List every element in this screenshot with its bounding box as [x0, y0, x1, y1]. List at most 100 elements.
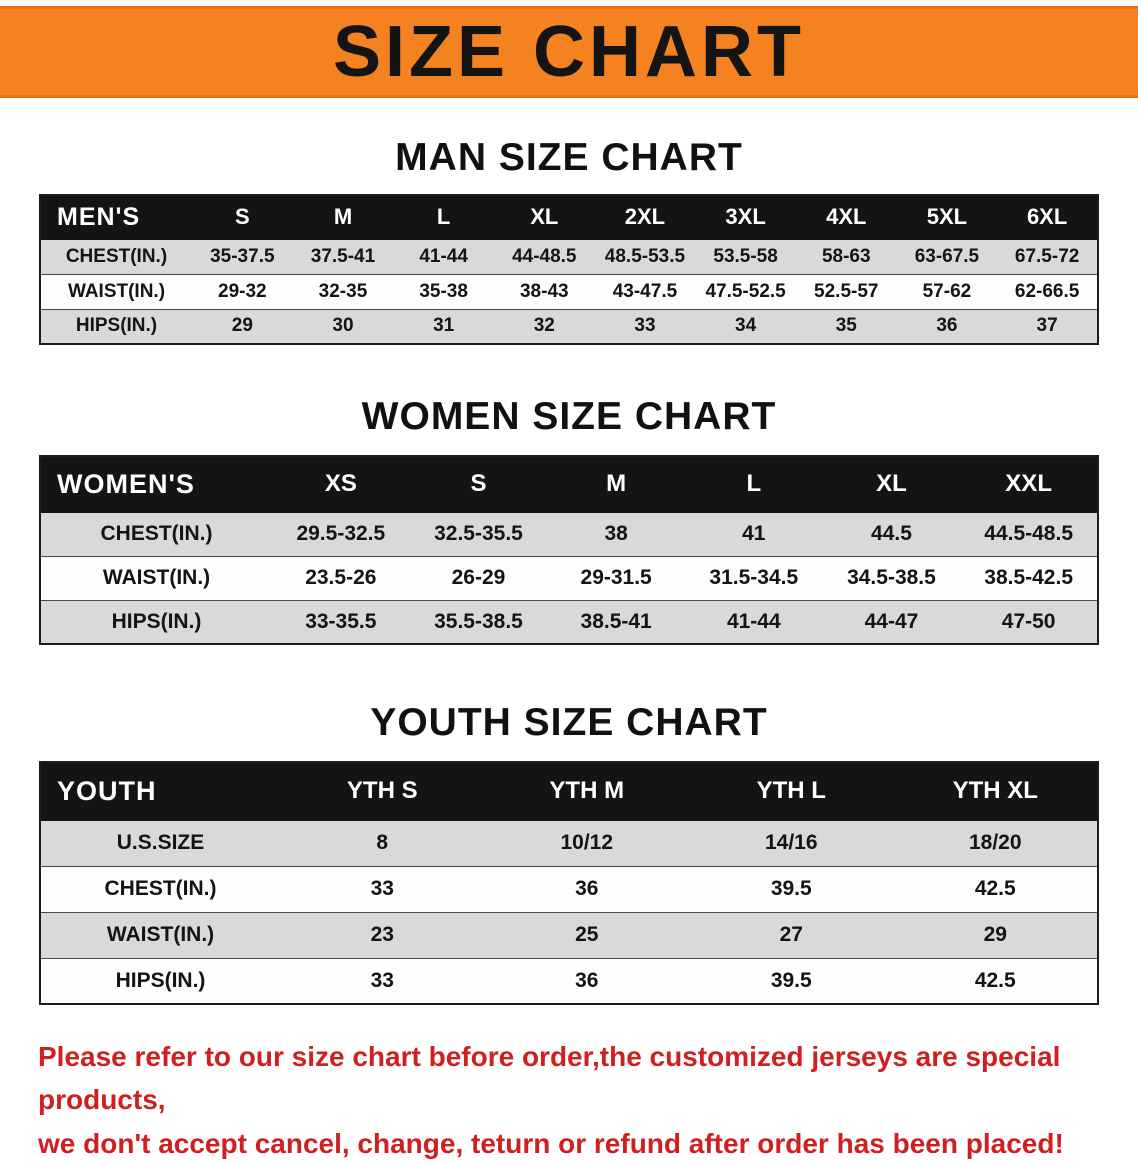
size-value-cell: 29-32 — [192, 273, 293, 310]
row-label-cell: CHEST(IN.) — [40, 511, 272, 557]
size-value-cell: 32.5-35.5 — [409, 511, 548, 557]
size-value-cell: 35 — [795, 308, 897, 345]
size-value-cell: 32 — [493, 308, 595, 345]
women-section-heading: WOMEN SIZE CHART — [361, 395, 777, 438]
size-value-cell: 18/20 — [893, 819, 1098, 867]
row-label-cell: HIPS(IN.) — [40, 599, 272, 645]
table-title-cell: MEN'S — [40, 194, 192, 240]
size-column-header: YTH M — [484, 761, 689, 821]
size-value-cell: 35-37.5 — [192, 238, 293, 275]
table-title-cell: WOMEN'S — [40, 455, 272, 513]
size-column-header: S — [409, 455, 548, 513]
size-column-header: S — [192, 194, 293, 240]
men-section: MAN SIZE CHART MEN'S S M L XL 2XL 3XL 4XL 5XL 6XL… — [0, 136, 1138, 345]
size-value-cell: 38-43 — [493, 273, 595, 310]
youth-section: YOUTH SIZE CHART YOUTH YTH S YTH M YTH L YTH… — [0, 701, 1138, 1005]
size-column-header: 4XL — [795, 194, 897, 240]
row-label-cell: WAIST(IN.) — [40, 273, 192, 310]
women-section: WOMEN SIZE CHART WOMEN'S XS S M L XL XXL CHEST(… — [0, 395, 1138, 645]
size-value-cell: 36 — [484, 957, 689, 1005]
size-value-cell: 67.5-72 — [997, 238, 1098, 275]
disclaimer-line-2: we don't accept cancel, change, teturn o… — [38, 1127, 1064, 1159]
size-column-header: XS — [272, 455, 410, 513]
size-column-header: YTH S — [280, 761, 485, 821]
size-chart-page: SIZE CHART MAN SIZE CHART MEN'S S M L XL 2XL 3… — [0, 6, 1138, 1159]
size-value-cell: 63-67.5 — [896, 238, 998, 275]
size-column-header: L — [393, 194, 494, 240]
size-value-cell: 47.5-52.5 — [695, 273, 796, 310]
men-section-heading: MAN SIZE CHART — [395, 136, 743, 179]
size-value-cell: 42.5 — [893, 957, 1098, 1005]
size-column-header: XL — [822, 455, 961, 513]
size-value-cell: 39.5 — [689, 865, 894, 913]
size-column-header: YTH XL — [893, 761, 1098, 821]
size-value-cell: 36 — [484, 865, 689, 913]
row-label-cell: HIPS(IN.) — [40, 308, 192, 345]
header-row: WOMEN'S XS S M L XL XXL — [40, 455, 1098, 513]
table-row: CHEST(IN.) 29.5-32.5 32.5-35.5 38 41 44.5 44.5… — [40, 511, 1098, 557]
size-value-cell: 29 — [893, 911, 1098, 959]
size-value-cell: 52.5-57 — [795, 273, 897, 310]
size-value-cell: 29 — [192, 308, 293, 345]
row-label-cell: CHEST(IN.) — [40, 865, 280, 913]
size-column-header: M — [292, 194, 394, 240]
size-value-cell: 39.5 — [689, 957, 894, 1005]
size-column-header: 3XL — [695, 194, 796, 240]
size-column-header: XXL — [960, 455, 1098, 513]
size-value-cell: 42.5 — [893, 865, 1098, 913]
size-column-header: YTH L — [689, 761, 894, 821]
size-column-header: L — [684, 455, 823, 513]
row-label-cell: HIPS(IN.) — [40, 957, 280, 1005]
row-label-cell: WAIST(IN.) — [40, 555, 272, 601]
table-row: HIPS(IN.) 29 30 31 32 33 34 35 36 37 — [40, 308, 1098, 345]
header-row: YOUTH YTH S YTH M YTH L YTH XL — [40, 761, 1098, 821]
table-title-cell: YOUTH — [40, 761, 280, 821]
size-value-cell: 44.5 — [822, 511, 961, 557]
size-value-cell: 33-35.5 — [272, 599, 410, 645]
size-value-cell: 41-44 — [684, 599, 823, 645]
row-label-cell: CHEST(IN.) — [40, 238, 192, 275]
row-label-cell: WAIST(IN.) — [40, 911, 280, 959]
banner: SIZE CHART — [0, 6, 1138, 98]
size-value-cell: 33 — [280, 957, 485, 1005]
women-size-table: WOMEN'S XS S M L XL XXL CHEST(IN.) 29.5-32.5 32.5… — [39, 455, 1099, 645]
size-value-cell: 34 — [695, 308, 796, 345]
size-value-cell: 10/12 — [484, 819, 689, 867]
header-row: MEN'S S M L XL 2XL 3XL 4XL 5XL 6XL — [40, 194, 1098, 240]
size-value-cell: 38.5-41 — [547, 599, 685, 645]
size-value-cell: 33 — [594, 308, 696, 345]
size-column-header: M — [547, 455, 685, 513]
page-title: SIZE CHART — [333, 12, 805, 92]
size-value-cell: 23.5-26 — [272, 555, 410, 601]
size-column-header: 5XL — [896, 194, 998, 240]
size-value-cell: 43-47.5 — [594, 273, 696, 310]
size-value-cell: 32-35 — [292, 273, 394, 310]
size-column-header: 6XL — [997, 194, 1098, 240]
size-value-cell: 29-31.5 — [547, 555, 685, 601]
table-row: HIPS(IN.) 33 36 39.5 42.5 — [40, 957, 1098, 1005]
size-column-header: XL — [493, 194, 595, 240]
size-value-cell: 8 — [280, 819, 485, 867]
disclaimer: Please refer to our size chart before or… — [38, 1035, 1100, 1165]
size-value-cell: 41-44 — [393, 238, 494, 275]
size-value-cell: 62-66.5 — [997, 273, 1098, 310]
size-value-cell: 33 — [280, 865, 485, 913]
row-label-cell: U.S.SIZE — [40, 819, 280, 867]
size-value-cell: 31 — [393, 308, 494, 345]
size-value-cell: 44-47 — [822, 599, 961, 645]
table-row: WAIST(IN.) 29-32 32-35 35-38 38-43 43-47.5 47.… — [40, 273, 1098, 310]
size-value-cell: 53.5-58 — [695, 238, 796, 275]
size-value-cell: 30 — [292, 308, 394, 345]
table-row: CHEST(IN.) 35-37.5 37.5-41 41-44 44-48.5 48.5… — [40, 238, 1098, 275]
size-value-cell: 37.5-41 — [292, 238, 394, 275]
size-value-cell: 48.5-53.5 — [594, 238, 696, 275]
size-value-cell: 14/16 — [689, 819, 894, 867]
size-value-cell: 57-62 — [896, 273, 998, 310]
size-value-cell: 58-63 — [795, 238, 897, 275]
size-value-cell: 29.5-32.5 — [272, 511, 410, 557]
table-row: WAIST(IN.) 23.5-26 26-29 29-31.5 31.5-34.5 34… — [40, 555, 1098, 601]
size-value-cell: 27 — [689, 911, 894, 959]
size-value-cell: 37 — [997, 308, 1098, 345]
size-column-header: 2XL — [594, 194, 696, 240]
size-value-cell: 26-29 — [409, 555, 548, 601]
